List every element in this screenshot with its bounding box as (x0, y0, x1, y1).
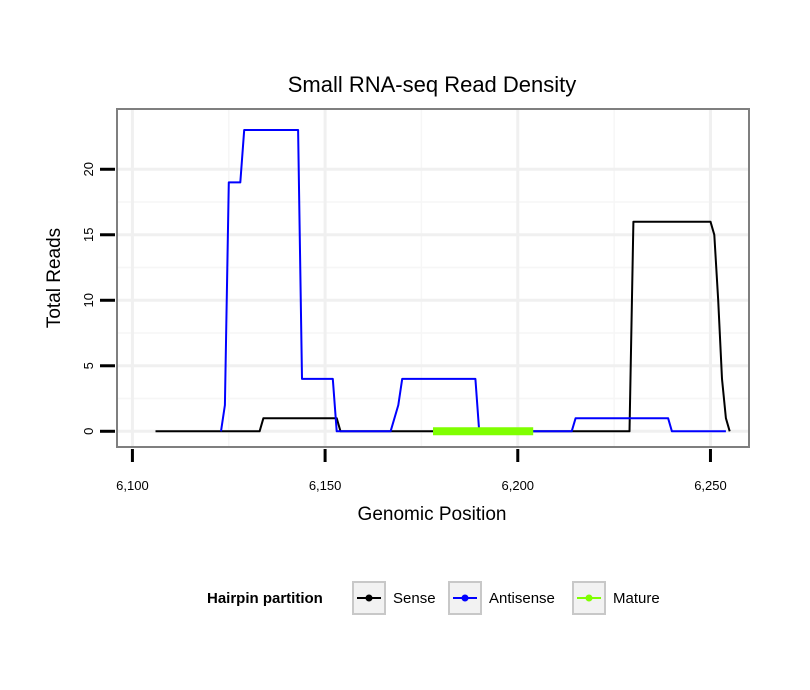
y-tick-label: 20 (81, 162, 96, 176)
legend: Hairpin partition Sense Antisense Mature (207, 581, 660, 615)
legend-label: Sense (393, 590, 436, 607)
y-tick-label: 10 (81, 293, 96, 307)
x-tick-label: 6,100 (116, 478, 149, 493)
chart-title: Small RNA-seq Read Density (288, 72, 577, 97)
legend-title: Hairpin partition (207, 590, 323, 607)
y-axis: 0 5 10 15 20 (81, 162, 115, 435)
legend-label: Mature (613, 590, 660, 607)
plot-panel-border (116, 108, 750, 448)
plot-panel-background (117, 109, 749, 447)
y-tick-label: 0 (81, 428, 96, 435)
x-axis-label: Genomic Position (358, 504, 507, 525)
y-tick-label: 15 (81, 228, 96, 242)
x-tick-label: 6,150 (309, 478, 342, 493)
x-tick-label: 6,250 (694, 478, 727, 493)
legend-label: Antisense (489, 590, 555, 607)
legend-key-point (365, 594, 373, 602)
legend-item-sense: Sense (352, 581, 436, 615)
y-tick-label: 5 (81, 362, 96, 369)
x-tick-label: 6,200 (502, 478, 535, 493)
series-line-antisense (220, 129, 726, 433)
legend-key-point (585, 594, 593, 602)
x-axis: 6,100 6,150 6,200 6,250 (116, 449, 727, 493)
legend-key-point (461, 594, 469, 602)
series-line-sense (155, 220, 731, 433)
series-group (155, 129, 731, 436)
legend-entries: Sense Antisense Mature (352, 581, 660, 615)
legend-item-antisense: Antisense (448, 581, 555, 615)
y-axis-label: Total Reads (44, 228, 65, 328)
legend-item-mature: Mature (572, 581, 660, 615)
